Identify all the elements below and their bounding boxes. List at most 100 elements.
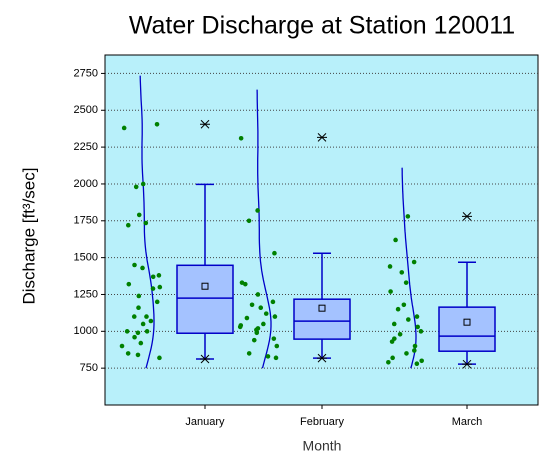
chart-title: Water Discharge at Station 120011 bbox=[129, 12, 515, 40]
data-point bbox=[274, 343, 280, 349]
y-tick-label: 2750 bbox=[74, 67, 98, 79]
data-point bbox=[414, 361, 420, 367]
data-point bbox=[251, 337, 257, 343]
data-point bbox=[150, 274, 156, 280]
y-axis-label: Discharge [ft³/sec] bbox=[19, 168, 38, 305]
max-marker bbox=[317, 133, 327, 142]
data-point bbox=[389, 339, 395, 344]
data-point bbox=[136, 212, 142, 218]
data-point bbox=[401, 302, 407, 308]
mean-marker bbox=[318, 304, 326, 312]
data-point bbox=[254, 330, 260, 336]
data-point bbox=[419, 358, 424, 364]
data-point bbox=[119, 343, 125, 349]
data-point bbox=[411, 348, 417, 353]
data-point bbox=[121, 125, 127, 131]
data-point bbox=[133, 184, 139, 190]
box bbox=[438, 306, 496, 352]
data-point bbox=[132, 262, 137, 268]
data-point bbox=[271, 336, 277, 341]
data-point bbox=[393, 237, 398, 243]
data-point bbox=[244, 315, 250, 321]
min-marker bbox=[317, 353, 327, 363]
data-point bbox=[154, 121, 160, 127]
data-point bbox=[140, 321, 146, 327]
mean-marker bbox=[201, 282, 209, 290]
data-point bbox=[140, 265, 145, 271]
data-point bbox=[273, 355, 279, 361]
data-point bbox=[125, 222, 131, 228]
data-point bbox=[143, 220, 149, 226]
data-point bbox=[154, 299, 160, 305]
x-axis-label: Month bbox=[303, 438, 342, 454]
x-tick-label: February bbox=[300, 416, 345, 428]
data-point bbox=[126, 281, 132, 287]
data-point bbox=[265, 354, 271, 359]
max-marker bbox=[462, 212, 472, 221]
data-point bbox=[255, 292, 261, 297]
data-point bbox=[390, 355, 395, 361]
y-tick-label: 1750 bbox=[74, 215, 98, 227]
data-point bbox=[414, 314, 420, 319]
data-point bbox=[124, 329, 130, 334]
density-curve bbox=[256, 89, 272, 369]
min-marker bbox=[200, 354, 210, 364]
y-tick-label: 2500 bbox=[74, 104, 98, 116]
data-point bbox=[148, 318, 154, 324]
data-point bbox=[242, 281, 248, 287]
y-tick-label: 1250 bbox=[74, 288, 98, 300]
data-point bbox=[411, 259, 417, 265]
data-point bbox=[157, 355, 162, 361]
data-point bbox=[135, 330, 141, 336]
x-tick-label: March bbox=[452, 416, 483, 428]
data-point bbox=[404, 351, 409, 356]
data-point bbox=[395, 306, 401, 312]
data-point bbox=[156, 273, 162, 278]
data-point bbox=[255, 208, 260, 213]
box bbox=[176, 264, 234, 334]
data-point bbox=[131, 314, 137, 319]
max-marker bbox=[200, 119, 210, 129]
data-point bbox=[258, 305, 264, 311]
y-tick-label: 2250 bbox=[74, 141, 98, 153]
data-point bbox=[125, 351, 131, 356]
data-point bbox=[403, 280, 409, 285]
data-point bbox=[144, 314, 149, 319]
data-point bbox=[140, 181, 146, 187]
box bbox=[293, 298, 351, 340]
data-point bbox=[238, 135, 244, 141]
data-point bbox=[135, 352, 141, 358]
data-point bbox=[150, 286, 156, 291]
data-point bbox=[405, 214, 411, 219]
data-point bbox=[237, 324, 243, 330]
y-tick-label: 750 bbox=[80, 362, 98, 374]
density-curve bbox=[401, 167, 417, 369]
x-tick-label: January bbox=[185, 416, 225, 428]
data-point bbox=[263, 311, 269, 316]
data-point bbox=[246, 351, 252, 356]
y-tick-label: 2000 bbox=[74, 178, 98, 190]
y-tick-label: 1000 bbox=[74, 325, 98, 337]
data-point bbox=[399, 270, 405, 275]
data-point bbox=[387, 264, 393, 269]
data-point bbox=[397, 331, 403, 337]
mean-marker bbox=[463, 318, 471, 326]
data-point bbox=[132, 334, 137, 340]
data-point bbox=[136, 293, 142, 299]
data-point bbox=[272, 250, 277, 256]
data-point bbox=[261, 321, 266, 327]
data-point bbox=[136, 305, 141, 311]
data-point bbox=[157, 284, 163, 290]
data-point bbox=[406, 317, 411, 322]
data-point bbox=[418, 329, 424, 334]
data-point bbox=[386, 359, 391, 365]
data-point bbox=[388, 289, 393, 294]
data-point bbox=[246, 218, 252, 224]
y-tick-label: 1500 bbox=[74, 252, 98, 264]
data-point bbox=[249, 302, 255, 308]
data-point bbox=[138, 340, 144, 346]
data-point bbox=[391, 321, 397, 327]
data-point bbox=[272, 314, 278, 319]
data-point bbox=[415, 324, 420, 330]
